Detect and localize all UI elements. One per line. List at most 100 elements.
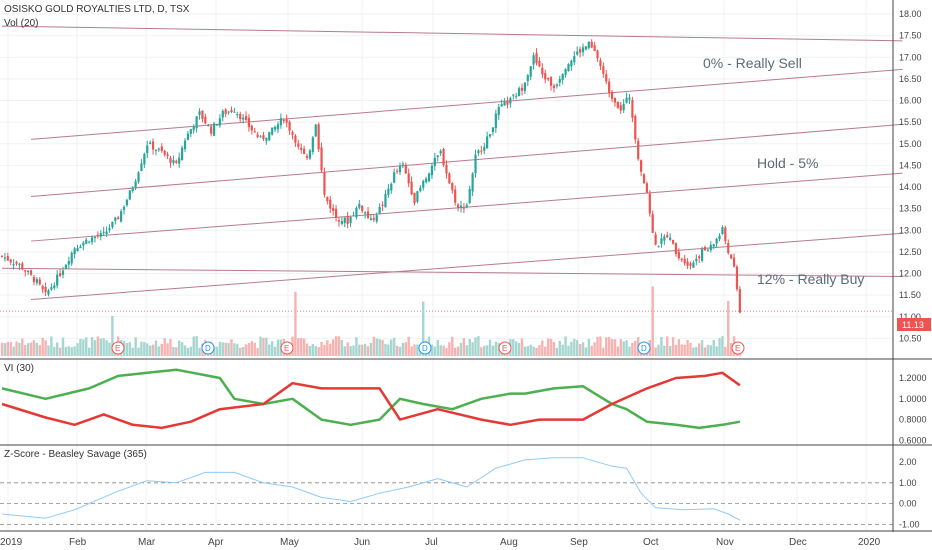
candle-body xyxy=(154,149,158,151)
candle-body xyxy=(102,231,105,233)
event-marker-label: E xyxy=(115,344,120,353)
volume-bar xyxy=(244,344,248,356)
candle-body xyxy=(178,157,181,164)
volume-bar xyxy=(53,346,56,356)
volume-bar xyxy=(305,343,309,356)
event-marker-circle xyxy=(731,341,745,355)
volume-bar xyxy=(61,337,65,356)
candle-body xyxy=(634,115,637,140)
candle-body xyxy=(311,137,314,153)
volume-bar xyxy=(558,340,561,356)
candle-body xyxy=(407,173,410,184)
candle-body xyxy=(233,111,236,113)
volume-bar xyxy=(549,338,553,356)
candle-body xyxy=(361,205,364,212)
candle-body xyxy=(654,234,657,245)
x-tick-label: Jun xyxy=(354,537,370,548)
candle-body xyxy=(680,259,683,261)
candle-body xyxy=(692,262,695,268)
candle-body xyxy=(413,192,416,204)
candle-body xyxy=(323,172,326,195)
y-tick-label: 12.00 xyxy=(899,269,922,279)
candle-body xyxy=(332,208,335,211)
event-marker-circle xyxy=(498,341,512,355)
volume-bar xyxy=(329,343,332,356)
volume-bar xyxy=(413,344,416,356)
volume-bar xyxy=(491,345,495,356)
volume-bar xyxy=(178,340,181,356)
y-tick-label: 15.50 xyxy=(899,117,922,127)
candle-body xyxy=(709,244,712,251)
candle-body xyxy=(468,188,471,204)
volume-bar xyxy=(683,344,686,356)
volume-bar xyxy=(567,345,570,356)
candle-body xyxy=(262,135,265,139)
last-price-badge: 11.13 xyxy=(902,320,924,330)
volume-bar xyxy=(79,338,82,356)
candle-body xyxy=(70,252,73,264)
candle-body xyxy=(195,116,198,129)
volume-bar xyxy=(154,340,158,356)
x-tick-label: 2019 xyxy=(0,537,23,548)
candle-body xyxy=(29,270,33,275)
candle-body xyxy=(718,235,721,240)
zscore-label: Z-Score - Beasley Savage (365) xyxy=(4,449,147,460)
volume-bar xyxy=(26,343,30,356)
candle-body xyxy=(44,287,47,293)
candle-body xyxy=(297,143,300,147)
candle-body xyxy=(93,236,97,238)
candle-body xyxy=(343,217,346,224)
candle-body xyxy=(523,82,526,91)
volume-bar xyxy=(250,341,254,356)
candle-body xyxy=(584,46,588,50)
volume-bar xyxy=(474,337,477,356)
volume-bar xyxy=(38,345,41,356)
volume-bar xyxy=(308,346,312,356)
volume-bar xyxy=(488,339,492,356)
candle-body xyxy=(401,163,404,165)
volume-bar xyxy=(125,342,129,356)
y-tick-label: 15.00 xyxy=(899,139,922,149)
volume-bar xyxy=(297,338,300,356)
volume-bar xyxy=(343,346,346,356)
candle-body xyxy=(494,113,497,129)
y-tick-label: 10.50 xyxy=(899,333,922,343)
volume-bar xyxy=(387,344,390,356)
volume-bar xyxy=(0,342,4,356)
volume-bar xyxy=(605,337,608,356)
volume-bar xyxy=(689,342,692,356)
candle-body xyxy=(236,114,239,116)
volume-bar xyxy=(602,347,605,356)
volume-bar xyxy=(102,338,105,356)
volume-bar xyxy=(523,346,527,356)
candle-body xyxy=(221,110,224,118)
volume-bar xyxy=(698,343,701,356)
volume-bar xyxy=(3,343,7,356)
candle-body xyxy=(352,215,355,217)
volume-bar xyxy=(706,344,710,356)
volume-bar xyxy=(90,337,94,356)
candle-body xyxy=(73,248,76,255)
candle-body xyxy=(695,258,698,262)
event-marker-circle xyxy=(280,341,294,355)
volume-label: Vol (20) xyxy=(4,18,39,29)
volume-bar xyxy=(686,339,689,356)
candle-body xyxy=(50,287,53,290)
candle-body xyxy=(364,212,367,214)
volume-bar xyxy=(695,346,698,356)
volume-bar xyxy=(15,341,18,356)
candle-body xyxy=(683,258,686,264)
volume-bar xyxy=(259,336,262,356)
candle-body xyxy=(41,286,44,290)
volume-bar xyxy=(375,338,378,356)
volume-bar xyxy=(29,342,33,356)
volume-bar xyxy=(392,337,396,356)
candle-body xyxy=(105,231,108,235)
vi-tick-label: 1.2000 xyxy=(899,373,927,383)
volume-bar xyxy=(262,337,265,356)
volume-bar xyxy=(311,343,315,356)
volume-bar xyxy=(143,342,146,356)
volume-bar xyxy=(76,343,79,356)
volume-bar xyxy=(436,339,439,356)
volume-bar xyxy=(41,337,44,356)
